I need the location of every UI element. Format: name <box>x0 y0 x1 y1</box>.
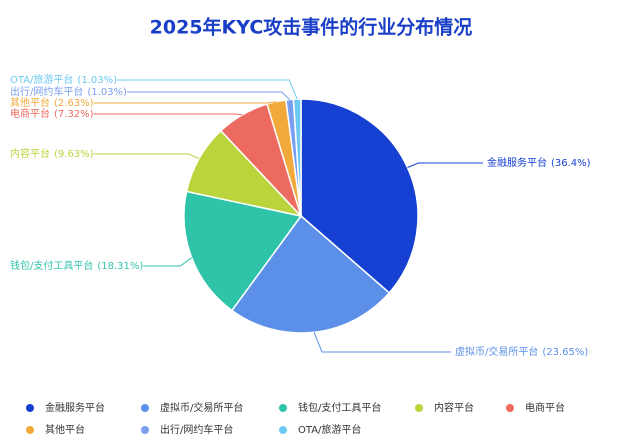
leader-line <box>93 113 243 116</box>
pie-slice <box>183 190 303 312</box>
legend-label: OTA/旅游平台 <box>298 423 361 436</box>
category-label: 内容平台 <box>10 147 50 160</box>
leader-line <box>117 79 298 100</box>
slice-label: OTA/旅游平台 (1.03%) <box>10 73 117 86</box>
slice-label: 其他平台 (2.63%) <box>10 96 94 109</box>
slice-label: 内容平台 (9.63%) <box>10 147 94 160</box>
legend-swatch <box>506 404 514 412</box>
leader-line <box>313 332 451 353</box>
leader-line <box>143 257 192 267</box>
category-label: 钱包/支付工具平台 <box>10 259 93 272</box>
slice-label: 虚拟币/交易所平台 (23.65%) <box>455 345 588 358</box>
slice-label: 电商平台 (7.32%) <box>10 107 94 120</box>
category-label: 其他平台 <box>10 96 50 109</box>
legend-swatch <box>26 404 34 412</box>
category-label: 电商平台 <box>10 107 50 120</box>
leader-line <box>407 162 483 168</box>
legend-label: 内容平台 <box>434 401 474 414</box>
legend-swatch <box>141 426 149 434</box>
legend-swatch <box>26 426 34 434</box>
value-label: (1.03%) <box>77 75 117 86</box>
value-label: (2.63%) <box>54 98 94 109</box>
value-label: (1.03%) <box>87 87 127 98</box>
value-label: (7.32%) <box>54 109 94 120</box>
legend-label: 钱包/支付工具平台 <box>298 401 381 414</box>
leader-line <box>93 153 200 159</box>
category-label: 出行/网约车平台 <box>10 85 83 98</box>
category-label: 虚拟币/交易所平台 <box>455 345 538 358</box>
legend-swatch <box>279 426 287 434</box>
pie-slice <box>230 214 391 334</box>
legend-label: 虚拟币/交易所平台 <box>160 401 243 414</box>
leader-line <box>93 101 277 104</box>
leader-line <box>126 91 291 100</box>
legend-label: 出行/网约车平台 <box>160 423 233 436</box>
legend-label: 电商平台 <box>525 401 565 414</box>
legend-label: 其他平台 <box>45 423 85 436</box>
category-label: OTA/旅游平台 <box>10 73 73 86</box>
legend-swatch <box>279 404 287 412</box>
value-label: (18.31%) <box>97 261 143 272</box>
value-label: (9.63%) <box>54 149 94 160</box>
value-label: (23.65%) <box>542 347 588 358</box>
value-label: (36.4%) <box>551 158 591 169</box>
slice-label: 钱包/支付工具平台 (18.31%) <box>10 259 143 272</box>
chart-title: 2025年KYC攻击事件的行业分布情况 <box>150 16 473 39</box>
legend-swatch <box>141 404 149 412</box>
category-label: 金融服务平台 <box>487 156 547 169</box>
slice-label: 出行/网约车平台 (1.03%) <box>10 85 127 98</box>
legend-label: 金融服务平台 <box>45 401 105 414</box>
legend-swatch <box>415 404 423 412</box>
slice-label: 金融服务平台 (36.4%) <box>487 156 591 169</box>
